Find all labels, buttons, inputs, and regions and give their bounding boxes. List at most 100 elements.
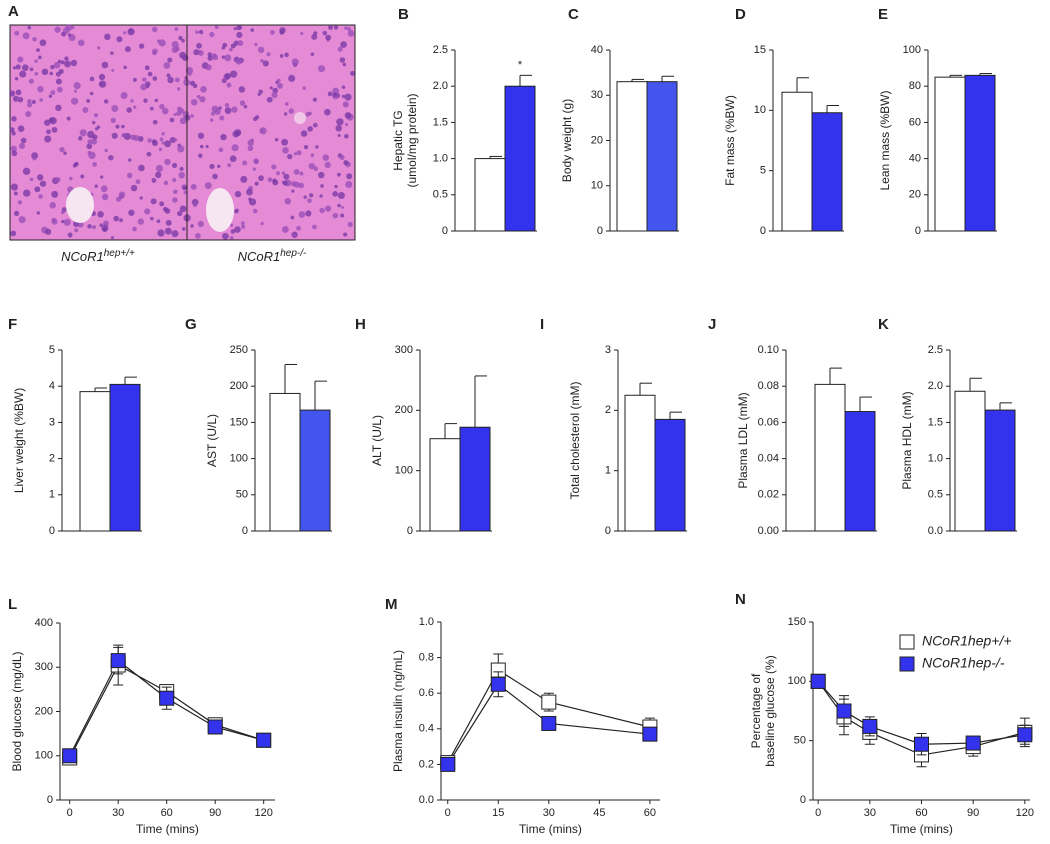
nucleus: [124, 46, 131, 53]
nucleus: [165, 219, 172, 226]
nucleus: [325, 34, 332, 41]
nucleus: [205, 64, 212, 71]
nucleus: [29, 67, 34, 72]
nucleus: [279, 27, 286, 34]
marker: [256, 732, 272, 748]
nucleus: [252, 167, 256, 171]
x-axis-label: Time (mins): [519, 822, 582, 836]
nucleus: [151, 26, 158, 33]
nucleus: [77, 39, 85, 47]
nucleus: [64, 60, 71, 68]
nucleus: [235, 57, 243, 65]
nucleus: [298, 211, 306, 218]
marker: [642, 726, 658, 742]
y-axis-label: Plasma insulin (ng/mL): [391, 650, 405, 772]
nucleus: [313, 122, 318, 128]
nucleus: [91, 225, 97, 230]
nucleus: [243, 104, 248, 109]
x-tick-label: 30: [864, 807, 876, 819]
nucleus: [10, 230, 17, 237]
nucleus: [324, 108, 331, 116]
x-tick-label: 30: [112, 807, 124, 819]
nucleus: [171, 230, 179, 238]
nucleus: [38, 55, 42, 60]
nucleus: [132, 77, 137, 82]
nucleus: [80, 174, 85, 179]
nucleus: [198, 29, 204, 35]
x-tick-label: 60: [161, 807, 173, 819]
x-tick-label: 45: [593, 807, 605, 819]
nucleus: [250, 28, 255, 32]
nucleus: [257, 46, 265, 54]
caption-base: NCoR1: [61, 249, 104, 264]
nucleus: [154, 98, 159, 103]
y-tick-label: 2.5: [928, 344, 943, 356]
y-tick-label: 4: [49, 380, 55, 392]
nucleus: [70, 59, 78, 67]
nucleus: [266, 52, 271, 57]
nucleus: [138, 43, 145, 49]
marker: [62, 748, 78, 764]
y-tick-label: 15: [754, 44, 766, 56]
nucleus: [97, 211, 104, 218]
nucleus: [54, 26, 61, 33]
nucleus: [51, 190, 59, 198]
nucleus: [322, 154, 330, 161]
nucleus: [161, 107, 169, 115]
nucleus: [89, 91, 94, 96]
nucleus: [161, 132, 165, 136]
nucleus: [343, 232, 348, 237]
panel-letter: K: [878, 316, 889, 333]
nucleus: [337, 191, 345, 200]
nucleus: [17, 200, 23, 205]
nucleus: [127, 28, 135, 36]
marker: [836, 703, 852, 719]
nucleus: [211, 105, 219, 113]
nucleus: [51, 126, 58, 133]
marker: [159, 690, 175, 706]
nucleus: [234, 226, 241, 233]
nucleus: [14, 30, 20, 36]
histology-image: [9, 24, 356, 241]
nucleus: [146, 151, 152, 157]
nucleus: [199, 144, 204, 149]
y-tick-label: 200: [230, 380, 248, 392]
nucleus: [212, 173, 218, 180]
nucleus: [39, 98, 44, 102]
nucleus: [252, 208, 258, 214]
y-tick-label: 10: [754, 104, 766, 116]
panel-letter: M: [385, 596, 398, 613]
bar: [646, 81, 678, 232]
nucleus: [130, 99, 134, 103]
nucleus: [342, 62, 347, 67]
nucleus: [324, 205, 332, 212]
nucleus: [120, 92, 128, 100]
nucleus: [341, 94, 346, 98]
nucleus: [86, 98, 91, 103]
nucleus: [197, 132, 205, 139]
nucleus: [212, 53, 217, 58]
nucleus: [126, 107, 132, 113]
y-tick-label: 100: [903, 44, 921, 56]
y-tick-label: 1.0: [928, 453, 943, 465]
nucleus: [346, 26, 352, 31]
nucleus: [290, 215, 295, 220]
nucleus: [56, 86, 63, 93]
nucleus: [229, 155, 237, 163]
nucleus: [77, 221, 84, 228]
bar: [964, 74, 996, 232]
nucleus: [291, 189, 295, 193]
nucleus: [233, 27, 237, 31]
bar: [781, 91, 813, 232]
nucleus: [25, 110, 32, 117]
annotation: *: [518, 59, 523, 71]
nucleus: [144, 208, 151, 215]
y-tick-label: 150: [230, 416, 248, 428]
nucleus: [113, 215, 119, 222]
legend-swatch: [899, 656, 915, 672]
x-tick-label: 60: [915, 807, 927, 819]
nucleus: [157, 229, 165, 237]
nucleus: [150, 198, 157, 205]
nucleus: [121, 124, 125, 129]
nucleus: [227, 163, 232, 168]
